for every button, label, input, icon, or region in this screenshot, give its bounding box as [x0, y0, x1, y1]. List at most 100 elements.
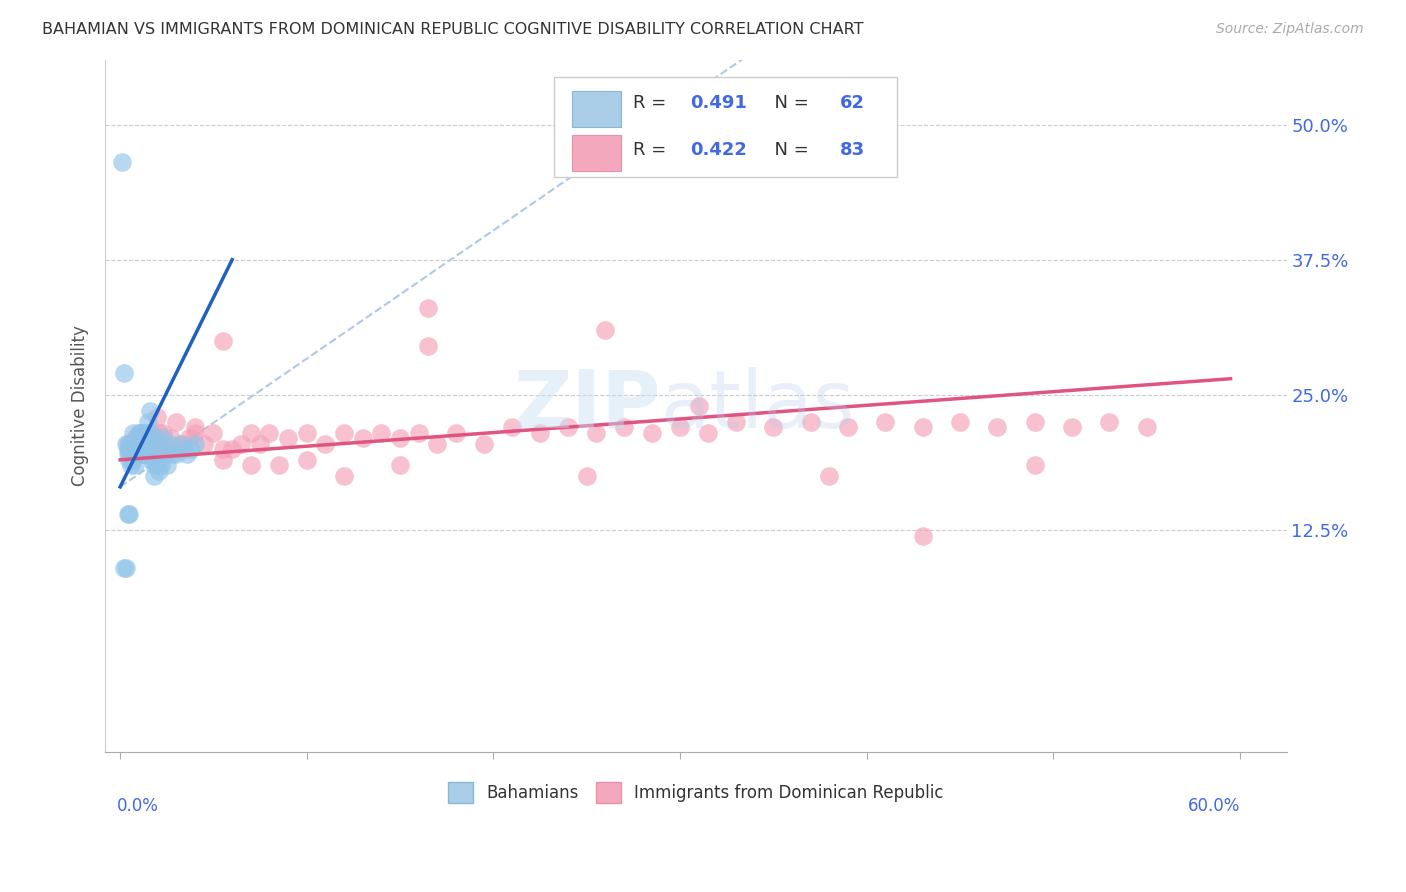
Point [1136, 420, 1159, 434]
Point [139, 425, 162, 440]
Point [949, 415, 972, 429]
Point [112, 561, 135, 575]
Point [136, 425, 159, 440]
Point [141, 425, 163, 440]
Point [259, 425, 281, 440]
Point [157, 436, 180, 450]
Point [295, 453, 318, 467]
Point [128, 447, 150, 461]
Point [120, 458, 142, 473]
Point [142, 458, 165, 473]
Point [136, 415, 159, 429]
Point [124, 458, 146, 473]
Point [211, 453, 233, 467]
Point [1060, 420, 1083, 434]
Point [142, 442, 165, 456]
Point [162, 447, 184, 461]
Point [131, 442, 153, 456]
Point [128, 442, 150, 456]
FancyBboxPatch shape [572, 135, 621, 170]
Point [184, 436, 207, 450]
Text: 60.0%: 60.0% [1188, 797, 1240, 815]
Point [173, 442, 195, 456]
Point [1024, 415, 1046, 429]
Point [111, 155, 134, 169]
Point [122, 442, 145, 456]
Point [184, 420, 207, 434]
Point [444, 425, 467, 440]
Point [131, 442, 153, 456]
Point [128, 436, 150, 450]
FancyBboxPatch shape [572, 91, 621, 127]
Point [165, 415, 187, 429]
Point [267, 458, 290, 473]
Point [148, 464, 170, 478]
Point [169, 436, 191, 450]
Point [141, 453, 163, 467]
Point [472, 436, 495, 450]
Point [557, 420, 579, 434]
Point [295, 425, 318, 440]
Point [117, 447, 139, 461]
Point [153, 447, 176, 461]
Point [389, 431, 412, 445]
Text: ZIP: ZIP [513, 367, 661, 445]
Point [118, 447, 141, 461]
Point [117, 442, 139, 456]
Point [724, 415, 747, 429]
Point [124, 442, 146, 456]
Point [125, 447, 148, 461]
Point [426, 436, 449, 450]
Point [128, 447, 150, 461]
Point [134, 436, 156, 450]
Point [117, 507, 139, 521]
Point [595, 323, 617, 337]
Point [333, 469, 356, 483]
Point [249, 436, 271, 450]
Point [135, 442, 157, 456]
Point [370, 425, 392, 440]
Point [122, 425, 145, 440]
Text: N =: N = [763, 95, 814, 112]
Point [697, 425, 720, 440]
Text: BAHAMIAN VS IMMIGRANTS FROM DOMINICAN REPUBLIC COGNITIVE DISABILITY CORRELATION : BAHAMIAN VS IMMIGRANTS FROM DOMINICAN RE… [42, 22, 863, 37]
Point [125, 431, 148, 445]
Point [114, 561, 136, 575]
Point [837, 420, 859, 434]
Point [585, 425, 607, 440]
Point [875, 415, 897, 429]
Point [221, 442, 243, 456]
Point [122, 453, 145, 467]
Point [156, 442, 179, 456]
Text: R =: R = [633, 95, 672, 112]
Y-axis label: Cognitive Disability: Cognitive Disability [72, 326, 89, 486]
Point [911, 528, 934, 542]
Point [128, 425, 150, 440]
Point [211, 334, 233, 348]
Point [165, 442, 187, 456]
Point [818, 469, 841, 483]
Point [669, 420, 692, 434]
Point [314, 436, 336, 450]
Point [125, 447, 148, 461]
Point [145, 447, 167, 461]
Point [152, 431, 174, 445]
Text: N =: N = [763, 141, 814, 159]
Point [408, 425, 430, 440]
Point [1024, 458, 1046, 473]
Point [152, 425, 174, 440]
Point [156, 458, 179, 473]
Point [114, 436, 136, 450]
Point [150, 436, 173, 450]
Point [193, 436, 215, 450]
Point [146, 409, 169, 424]
Point [145, 436, 167, 450]
Text: 0.0%: 0.0% [117, 797, 159, 815]
Point [125, 442, 148, 456]
Point [176, 447, 198, 461]
Point [122, 447, 145, 461]
Point [150, 458, 173, 473]
Point [145, 431, 167, 445]
Point [211, 442, 233, 456]
Point [120, 442, 142, 456]
